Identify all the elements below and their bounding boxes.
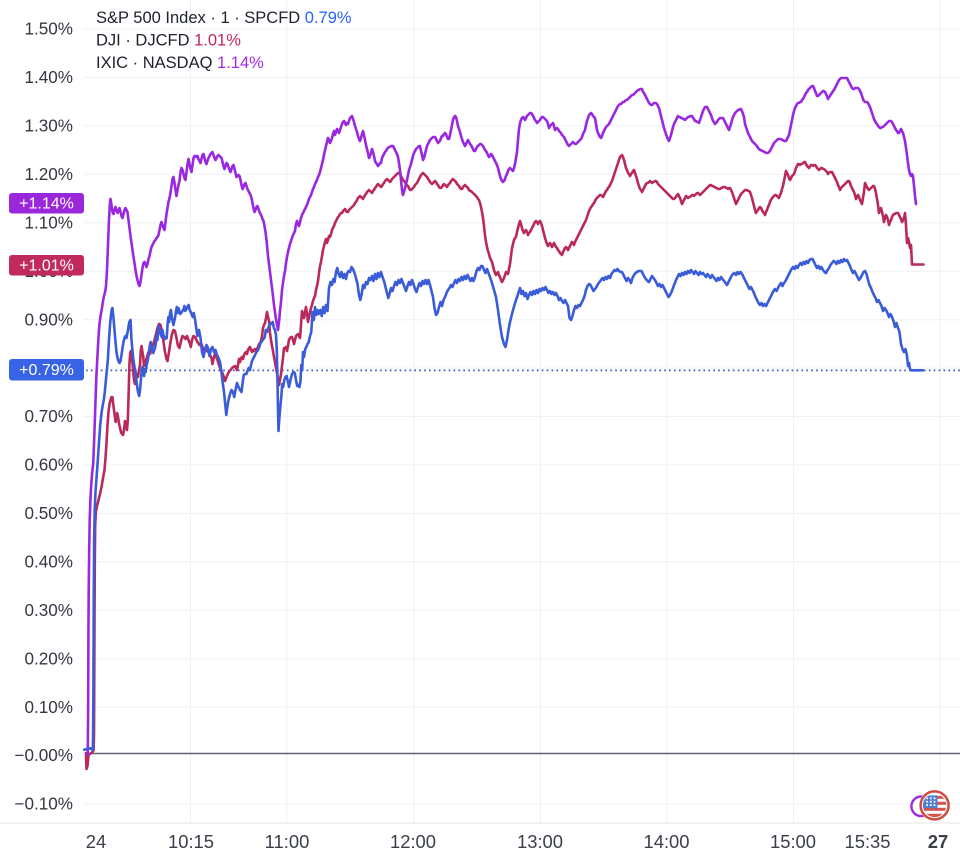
svg-text:13:00: 13:00 [517, 831, 563, 852]
svg-text:+1.01%: +1.01% [19, 258, 74, 275]
svg-text:0.30%: 0.30% [25, 601, 73, 620]
svg-text:15:00: 15:00 [770, 831, 816, 852]
svg-text:0.20%: 0.20% [25, 649, 73, 668]
svg-text:0.70%: 0.70% [25, 407, 73, 426]
svg-text:24: 24 [86, 831, 106, 852]
svg-text:0.10%: 0.10% [25, 698, 73, 717]
svg-text:0.40%: 0.40% [25, 553, 73, 572]
svg-text:1.50%: 1.50% [25, 20, 73, 39]
svg-text:27: 27 [928, 831, 948, 852]
svg-text:−0.10%: −0.10% [15, 795, 73, 814]
svg-text:11:00: 11:00 [265, 831, 310, 852]
svg-text:+1.14%: +1.14% [19, 196, 74, 213]
svg-text:1.30%: 1.30% [25, 117, 73, 136]
svg-text:IXIC · NASDAQ 1.14%: IXIC · NASDAQ 1.14% [96, 54, 264, 72]
svg-text:1.10%: 1.10% [25, 214, 73, 233]
svg-text:14:00: 14:00 [643, 831, 689, 852]
svg-text:10:15: 10:15 [168, 831, 214, 852]
svg-text:1.40%: 1.40% [25, 68, 73, 87]
svg-text:−0.00%: −0.00% [15, 746, 73, 765]
svg-text:DJI · DJCFD 1.01%: DJI · DJCFD 1.01% [96, 32, 241, 50]
svg-text:+0.79%: +0.79% [19, 362, 74, 379]
svg-text:0.60%: 0.60% [25, 456, 73, 475]
svg-text:0.90%: 0.90% [25, 310, 73, 329]
svg-text:0.50%: 0.50% [25, 504, 73, 523]
svg-text:1.20%: 1.20% [25, 165, 73, 184]
svg-text:S&P 500 Index · 1 · SPCFD 0.79: S&P 500 Index · 1 · SPCFD 0.79% [96, 9, 352, 27]
svg-text:12:00: 12:00 [390, 831, 436, 852]
svg-text:15:35: 15:35 [844, 831, 890, 852]
